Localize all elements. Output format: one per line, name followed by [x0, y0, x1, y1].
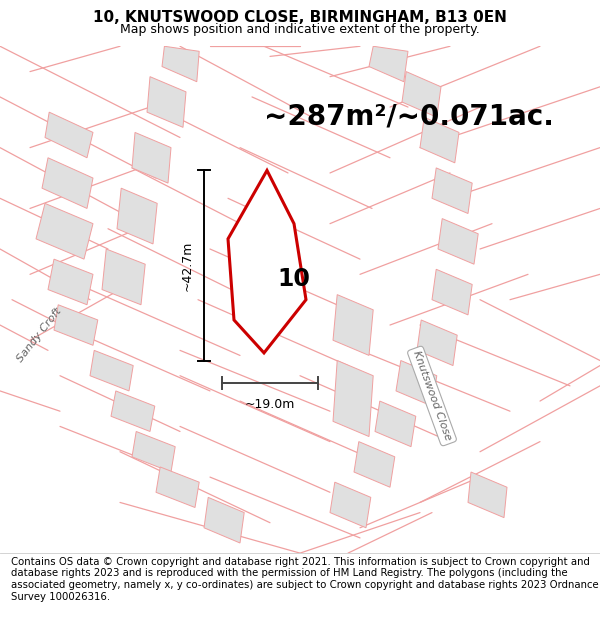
Polygon shape [132, 132, 171, 183]
Text: 10: 10 [278, 268, 310, 291]
Polygon shape [333, 294, 373, 356]
Polygon shape [396, 361, 437, 406]
Polygon shape [90, 351, 133, 391]
Polygon shape [111, 391, 155, 431]
Polygon shape [354, 442, 395, 488]
Polygon shape [102, 249, 145, 305]
Polygon shape [402, 72, 441, 118]
Polygon shape [147, 77, 186, 128]
Polygon shape [375, 401, 416, 447]
Polygon shape [417, 320, 457, 366]
Polygon shape [45, 112, 93, 158]
Polygon shape [432, 168, 472, 214]
Polygon shape [438, 219, 478, 264]
Polygon shape [204, 498, 244, 543]
Text: Contains OS data © Crown copyright and database right 2021. This information is : Contains OS data © Crown copyright and d… [11, 557, 598, 601]
Text: Knutswood Close: Knutswood Close [411, 350, 453, 442]
Text: Map shows position and indicative extent of the property.: Map shows position and indicative extent… [120, 23, 480, 36]
Polygon shape [42, 158, 93, 209]
Polygon shape [333, 361, 373, 436]
Polygon shape [36, 203, 93, 259]
Polygon shape [369, 46, 408, 82]
Polygon shape [330, 482, 371, 528]
Polygon shape [432, 269, 472, 315]
Text: ~42.7m: ~42.7m [180, 240, 193, 291]
Text: Sandy Croft: Sandy Croft [15, 306, 63, 364]
Polygon shape [228, 171, 306, 353]
Polygon shape [420, 118, 459, 163]
Polygon shape [48, 259, 93, 305]
Polygon shape [132, 431, 175, 472]
Polygon shape [162, 46, 199, 82]
Text: ~19.0m: ~19.0m [245, 398, 295, 411]
Polygon shape [54, 305, 98, 345]
Text: 10, KNUTSWOOD CLOSE, BIRMINGHAM, B13 0EN: 10, KNUTSWOOD CLOSE, BIRMINGHAM, B13 0EN [93, 10, 507, 25]
Polygon shape [468, 472, 507, 518]
Polygon shape [156, 467, 199, 508]
Polygon shape [117, 188, 157, 244]
Text: ~287m²/~0.071ac.: ~287m²/~0.071ac. [264, 102, 554, 130]
